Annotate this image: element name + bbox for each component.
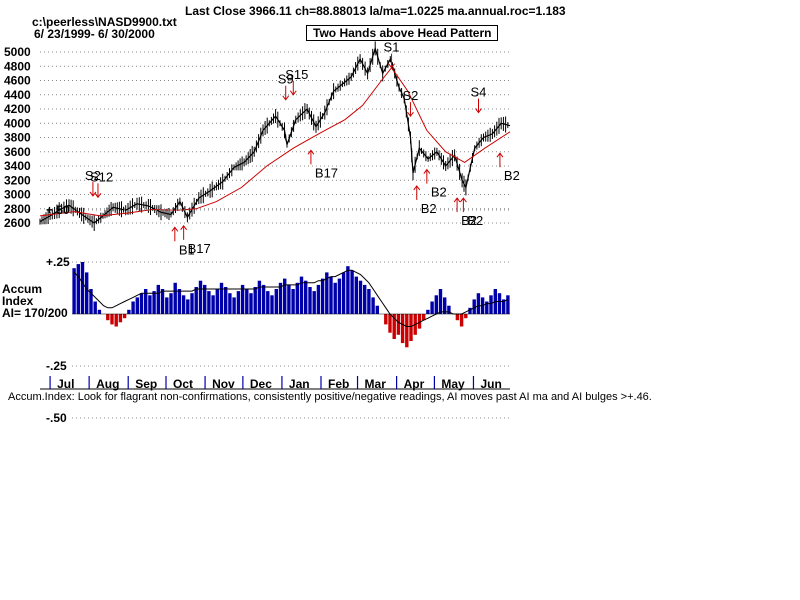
buy-signal-arrowhead xyxy=(453,197,461,203)
price-tick-label: 4600 xyxy=(4,74,31,88)
month-label: Jun xyxy=(480,377,501,391)
buy-signal-label: B2 xyxy=(421,201,437,216)
sell-signal-label: S9 xyxy=(278,72,294,87)
month-label: Aug xyxy=(96,377,119,391)
buy-signal-arrowhead xyxy=(423,168,431,174)
sell-signal-arrowhead xyxy=(388,63,395,69)
sell-signal-label: S15 xyxy=(285,67,308,82)
buy-signal-arrowhead xyxy=(413,185,421,191)
buy-signal-label: B17 xyxy=(188,241,211,256)
buy-signal-arrowhead xyxy=(180,225,188,231)
buy-signal-label: B2 xyxy=(504,168,520,183)
sell-signal-label: S2 xyxy=(85,168,101,183)
footer-note: Accum.Index: Look for flagrant non-confi… xyxy=(8,391,652,403)
price-tick-label: 2800 xyxy=(4,202,31,216)
price-tick-label: 4800 xyxy=(4,59,31,73)
accum-tick-label: +.25 xyxy=(46,255,70,269)
index-label: Index xyxy=(2,294,34,308)
sell-signal-arrowhead xyxy=(94,193,102,199)
month-label: Apr xyxy=(404,377,425,391)
accum-ma-line xyxy=(73,269,509,327)
month-label: Jan xyxy=(289,377,310,391)
accum-tick-label: +.50 xyxy=(46,203,70,217)
date-range: 6/ 23/1999- 6/ 30/2000 xyxy=(34,27,155,41)
price-tick-label: 3800 xyxy=(4,131,31,145)
price-tick-label: 3000 xyxy=(4,188,31,202)
month-label: Feb xyxy=(328,377,349,391)
accum-tick-label: -.50 xyxy=(46,411,67,425)
accum-label: Accum xyxy=(2,282,43,296)
sell-signal-arrowhead xyxy=(407,111,414,117)
price-tick-label: 4400 xyxy=(4,88,31,102)
ai-reading: AI= 170/200 xyxy=(2,306,68,320)
sell-signal-label: S1 xyxy=(384,40,400,55)
buy-signal-label: B1 xyxy=(179,242,195,257)
file-path: c:\peerless\NASD9900.txt xyxy=(32,15,177,29)
buy-signal-arrowhead xyxy=(171,226,179,232)
price-tick-label: 4000 xyxy=(4,116,31,130)
month-label: May xyxy=(441,377,465,391)
accum-tick-label: -.25 xyxy=(46,359,67,373)
month-label: Mar xyxy=(365,377,387,391)
sell-signal-label: S2 xyxy=(402,88,418,103)
month-label: Nov xyxy=(212,377,235,391)
month-label: Jul xyxy=(57,377,74,391)
buy-signal-arrowhead xyxy=(496,152,504,158)
month-label: Dec xyxy=(250,377,272,391)
sell-signal-label: S12 xyxy=(90,169,113,184)
buy-signal-label: B2 xyxy=(467,213,483,228)
sell-signal-arrowhead xyxy=(89,191,97,197)
price-tick-label: 5000 xyxy=(4,45,31,59)
buy-signal-label: B2 xyxy=(461,213,477,228)
buy-signal-arrowhead xyxy=(459,197,467,203)
sell-signal-arrowhead xyxy=(475,108,482,114)
month-label: Sep xyxy=(135,377,157,391)
buy-signal-label: B17 xyxy=(315,165,338,180)
price-tick-label: 3200 xyxy=(4,173,31,187)
chart-header: Last Close 3966.11 ch=88.88013 la/ma=1.0… xyxy=(185,4,566,18)
price-tick-label: 3600 xyxy=(4,145,31,159)
month-label: Oct xyxy=(173,377,193,391)
sell-signal-label: S4 xyxy=(470,85,486,100)
buy-signal-label: B2 xyxy=(431,185,447,200)
price-tick-label: 3400 xyxy=(4,159,31,173)
sell-signal-arrowhead xyxy=(282,95,290,101)
buy-signal-arrowhead xyxy=(307,149,315,155)
sell-signal-arrowhead xyxy=(289,90,297,96)
price-tick-label: 4200 xyxy=(4,102,31,116)
pattern-label: Two Hands above Head Pattern xyxy=(306,25,499,41)
moving-average-line xyxy=(39,66,511,217)
price-tick-label: 2600 xyxy=(4,216,31,230)
